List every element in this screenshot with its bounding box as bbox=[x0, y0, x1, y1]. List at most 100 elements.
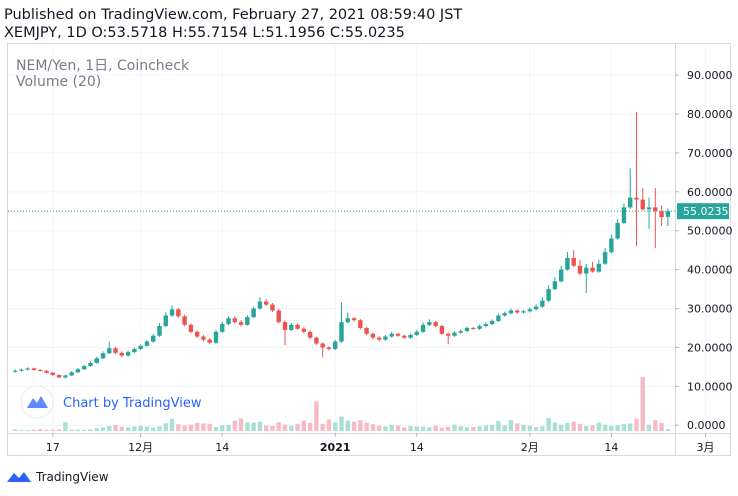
time-tick-label: 17 bbox=[46, 441, 60, 454]
time-tick-label: 2021 bbox=[320, 441, 351, 454]
candle-body bbox=[458, 331, 463, 333]
volume-bar bbox=[138, 425, 143, 431]
candle-body bbox=[56, 375, 62, 378]
candle-body bbox=[295, 324, 300, 329]
candle-body bbox=[515, 310, 520, 313]
candle-body bbox=[257, 301, 263, 309]
candle-body bbox=[125, 352, 131, 356]
candle-body bbox=[301, 328, 307, 332]
candle-body bbox=[289, 324, 294, 330]
candle-body bbox=[489, 320, 495, 325]
candle-body bbox=[75, 369, 81, 373]
watermark-cloud-icon bbox=[27, 396, 48, 408]
volume-bar bbox=[439, 427, 445, 431]
volume-bar bbox=[590, 425, 595, 431]
volume-bar bbox=[270, 425, 275, 431]
candle-body bbox=[496, 315, 501, 321]
candle-body bbox=[138, 345, 143, 349]
candle-body bbox=[320, 343, 325, 348]
volume-bar bbox=[245, 422, 250, 431]
volume-bar bbox=[238, 418, 244, 431]
volume-bar bbox=[370, 424, 376, 431]
volume-bar bbox=[125, 427, 131, 431]
candle-body bbox=[646, 207, 652, 210]
volume-bar bbox=[307, 422, 313, 431]
price-tick-label: 30.0000 bbox=[687, 303, 733, 316]
tradingview-logo-icon bbox=[7, 472, 31, 482]
candle-body bbox=[351, 318, 357, 321]
candle-body bbox=[245, 317, 250, 325]
time-tick-label: 2月 bbox=[521, 441, 539, 454]
volume-bar bbox=[571, 421, 576, 431]
legend-symbol: NEM/Yen, 1日, Coincheck bbox=[16, 58, 190, 74]
volume-bar bbox=[314, 401, 319, 431]
price-tick-label: 70.0000 bbox=[687, 147, 733, 160]
candle-body bbox=[333, 341, 338, 349]
candle-body bbox=[383, 336, 388, 340]
volume-bar bbox=[19, 429, 24, 431]
candle-body bbox=[276, 310, 281, 323]
candle-body bbox=[226, 318, 231, 325]
candle-body bbox=[445, 333, 451, 336]
volume-bar bbox=[358, 420, 363, 431]
candle-body bbox=[176, 309, 181, 317]
candle-body bbox=[238, 322, 244, 325]
candle-body bbox=[182, 316, 187, 325]
volume-bar bbox=[333, 422, 338, 431]
candle-body bbox=[665, 211, 671, 217]
footer-brand-label: TradingView bbox=[36, 470, 109, 484]
time-tick-label: 12月 bbox=[128, 441, 153, 454]
candle-body bbox=[25, 368, 30, 370]
candle-body bbox=[464, 327, 470, 332]
volume-bar bbox=[100, 427, 106, 431]
candle-body bbox=[119, 352, 125, 356]
candle-body bbox=[163, 315, 168, 327]
price-tick-label: 90.0000 bbox=[687, 69, 733, 82]
price-axis: 0.0000 10.0000 20.0000 30.0000 40.0000 50.000… bbox=[675, 69, 733, 432]
candle-body bbox=[376, 337, 382, 340]
volume-bar bbox=[339, 416, 344, 431]
volume-bar bbox=[483, 425, 489, 431]
footer-brand[interactable]: TradingView bbox=[6, 470, 109, 484]
volume-bar bbox=[182, 425, 187, 431]
volume-bar bbox=[157, 426, 162, 431]
volume-bar bbox=[427, 427, 432, 431]
volume-bar bbox=[621, 424, 627, 431]
volume-bar bbox=[194, 422, 200, 431]
volume-bar bbox=[301, 420, 307, 431]
volume-bar bbox=[533, 427, 539, 431]
candle-body bbox=[540, 300, 545, 307]
volume-bar bbox=[188, 424, 194, 431]
candle-body bbox=[270, 304, 275, 311]
last-price-badge bbox=[677, 203, 729, 220]
volume-bar bbox=[546, 418, 551, 431]
candle-body bbox=[94, 358, 99, 363]
volume-bar bbox=[207, 423, 212, 431]
candle-body bbox=[433, 322, 438, 327]
candle-body bbox=[571, 257, 576, 266]
candle-body bbox=[584, 267, 589, 274]
price-tick-label: 60.0000 bbox=[687, 186, 733, 199]
volume-bar bbox=[464, 427, 470, 431]
price-tick-label: 0.0000 bbox=[687, 419, 726, 432]
volume-bar bbox=[577, 423, 583, 431]
volume-bar bbox=[584, 425, 589, 431]
volume-bar bbox=[113, 424, 118, 431]
volume-bar bbox=[640, 377, 645, 431]
candle-body bbox=[213, 331, 219, 343]
volume-bar bbox=[132, 426, 137, 431]
candle-body bbox=[640, 199, 645, 210]
candle-body bbox=[508, 310, 514, 314]
volume-bar bbox=[50, 429, 55, 431]
candle-body bbox=[144, 341, 150, 346]
candle-body bbox=[12, 370, 18, 372]
volume-bar bbox=[107, 425, 112, 431]
candle-body bbox=[207, 339, 212, 343]
volume-bar bbox=[471, 427, 476, 431]
candle-body bbox=[107, 348, 112, 354]
candle-body bbox=[88, 362, 93, 367]
volume-bar bbox=[596, 422, 602, 431]
volume-bar bbox=[540, 426, 545, 431]
price-tick-label: 50.0000 bbox=[687, 225, 733, 238]
